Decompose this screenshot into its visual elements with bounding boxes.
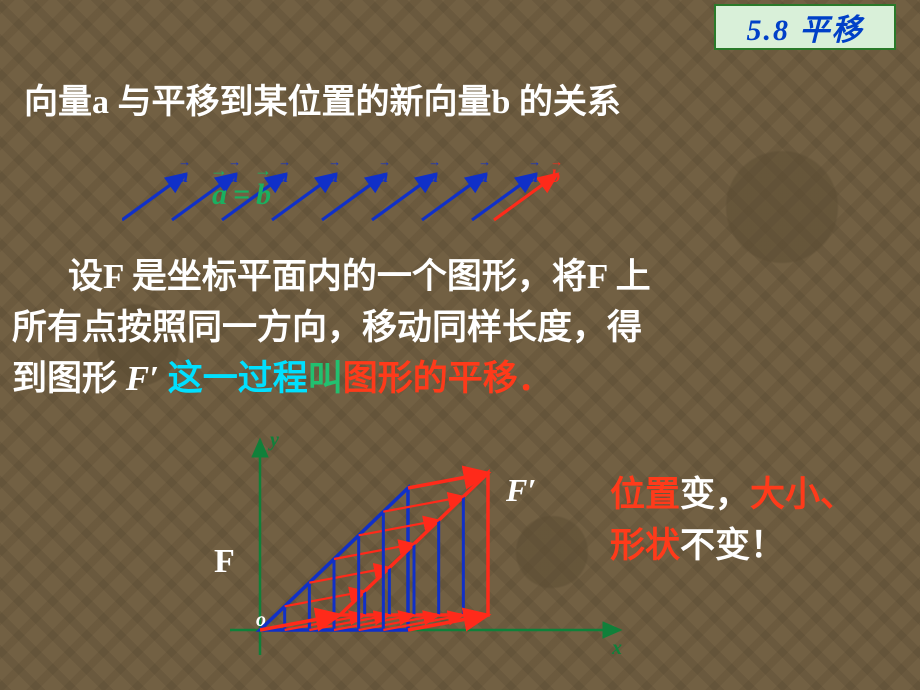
p3c: 叫 bbox=[308, 359, 343, 398]
diagram-area: xyoFF′ bbox=[190, 420, 630, 670]
p1: 设F 是坐标平面内的一个图形，将F 上 bbox=[68, 257, 651, 296]
vector-label-a: a bbox=[379, 166, 388, 187]
title-text: 向量a 与平移到某位置的新向量b 的关系 bbox=[24, 84, 621, 121]
r2b: 不变！ bbox=[680, 526, 785, 565]
p3a: 到图形 bbox=[12, 359, 126, 398]
vector-label-a: a bbox=[329, 166, 338, 187]
vector-label-a: a bbox=[429, 166, 438, 187]
vector-label-a: a bbox=[279, 166, 288, 187]
r1c: 大小、 bbox=[750, 475, 855, 514]
p3d: 图形的平移． bbox=[343, 359, 553, 398]
chapter-label: 5.8 平移 bbox=[747, 5, 864, 49]
vector-label-a: a bbox=[229, 166, 238, 187]
p3b: 这一过程 bbox=[159, 359, 308, 398]
vector-label-a: a bbox=[529, 166, 538, 187]
vector-row: a = b aaaaaaaab bbox=[122, 128, 682, 238]
vector-label-b: b bbox=[551, 166, 560, 187]
svg-text:F: F bbox=[214, 543, 235, 580]
svg-text:x: x bbox=[611, 637, 622, 659]
eq-rhs: b bbox=[256, 178, 271, 212]
chapter-badge: 5.8 平移 bbox=[714, 4, 896, 50]
main-paragraph: 设F 是坐标平面内的一个图形，将F 上 所有点按照同一方向，移动同样长度，得 到… bbox=[12, 252, 908, 404]
svg-text:y: y bbox=[268, 429, 279, 451]
eq-lhs: a bbox=[212, 178, 227, 212]
p2: 所有点按照同一方向，移动同样长度，得 bbox=[12, 308, 642, 347]
vector-label-a: a bbox=[479, 166, 488, 187]
equality-a-eq-b: a = b bbox=[212, 178, 271, 212]
vector-row-svg bbox=[122, 128, 682, 238]
title-line: 向量a 与平移到某位置的新向量b 的关系 bbox=[24, 74, 621, 123]
r1a: 位置 bbox=[610, 475, 680, 514]
f-prime: F′ bbox=[126, 359, 159, 398]
r2a: 形状 bbox=[610, 526, 680, 565]
vector-label-a: a bbox=[179, 166, 188, 187]
right-text-block: 位置变，大小、 形状不变！ bbox=[610, 470, 855, 572]
diagram-svg: xyoFF′ bbox=[190, 420, 630, 670]
r1b: 变， bbox=[680, 475, 750, 514]
svg-text:F′: F′ bbox=[505, 472, 536, 508]
